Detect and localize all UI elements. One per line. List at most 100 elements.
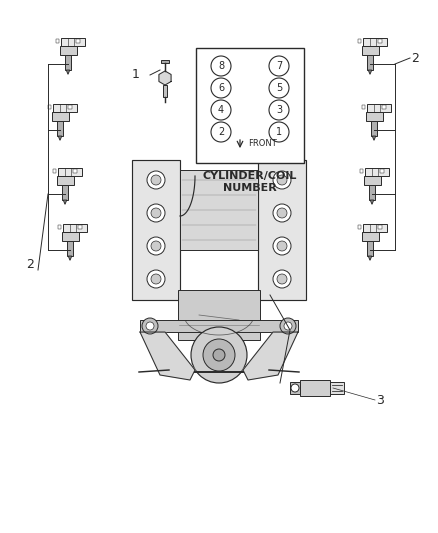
Bar [63,224,87,232]
Circle shape [273,204,291,222]
Text: 3: 3 [376,393,384,407]
Circle shape [191,327,247,383]
Text: 4: 4 [218,105,224,115]
Bar [60,46,77,55]
Bar [48,104,51,109]
Circle shape [269,122,289,142]
Circle shape [273,171,291,189]
Circle shape [203,339,235,371]
Bar [382,104,386,109]
Circle shape [277,175,287,185]
Text: CYLINDER/COIL: CYLINDER/COIL [203,171,297,181]
Bar [57,121,63,136]
Bar [365,168,389,176]
Text: 7: 7 [276,61,282,71]
Bar [53,168,56,173]
Text: 1: 1 [132,69,140,82]
Circle shape [146,322,154,330]
Bar [258,160,306,300]
Text: 2: 2 [26,259,34,271]
Bar [378,38,381,43]
Bar [363,38,387,46]
Text: 3: 3 [276,105,282,115]
Circle shape [277,208,287,218]
Text: 6: 6 [218,83,224,93]
Bar [362,104,365,109]
Bar [57,224,61,229]
Bar [290,382,300,394]
Text: 1: 1 [276,127,282,137]
Text: 2: 2 [411,52,419,64]
Bar [53,104,77,112]
Polygon shape [368,256,372,260]
Bar [330,382,344,394]
Bar [58,168,81,176]
Polygon shape [159,71,171,85]
Bar [364,176,381,185]
Bar [178,290,260,340]
Polygon shape [140,332,195,380]
Bar [380,168,384,173]
Bar [56,38,59,43]
Bar [361,46,378,55]
Circle shape [147,171,165,189]
Circle shape [277,274,287,284]
Bar [61,38,85,46]
Bar [140,320,298,332]
Bar [65,55,71,70]
Bar [63,185,67,200]
Circle shape [151,175,161,185]
Circle shape [211,78,231,98]
Bar [363,224,387,232]
Circle shape [213,349,225,361]
Bar [68,104,72,109]
Circle shape [147,270,165,288]
Bar [367,55,373,70]
Circle shape [273,237,291,255]
Bar [67,241,73,256]
Circle shape [147,237,165,255]
Circle shape [269,100,289,120]
Bar [57,176,74,185]
Circle shape [269,78,289,98]
Circle shape [284,322,292,330]
Text: NUMBER: NUMBER [223,183,277,193]
Bar [357,38,361,43]
Text: 8: 8 [218,61,224,71]
Bar [365,112,382,121]
Polygon shape [68,256,72,260]
Circle shape [211,122,231,142]
Bar [378,224,381,229]
Polygon shape [243,332,298,380]
Bar [163,85,167,97]
Circle shape [142,318,158,334]
Polygon shape [370,200,374,204]
Bar [73,168,77,173]
Bar [78,224,82,229]
Bar [132,160,180,300]
Text: FRONT: FRONT [248,140,277,149]
Circle shape [151,208,161,218]
Circle shape [291,384,299,392]
Circle shape [280,318,296,334]
Bar [371,121,377,136]
Circle shape [151,241,161,251]
Circle shape [151,274,161,284]
Bar [76,38,80,43]
Text: 2: 2 [218,127,224,137]
Circle shape [273,270,291,288]
Bar [52,112,68,121]
Polygon shape [368,70,372,74]
Circle shape [211,56,231,76]
Polygon shape [64,200,67,204]
Bar [361,232,378,241]
Bar [369,185,374,200]
Bar [367,104,391,112]
Bar [357,224,361,229]
Circle shape [269,56,289,76]
Bar [367,241,373,256]
Circle shape [211,100,231,120]
Circle shape [277,241,287,251]
Polygon shape [372,136,376,140]
Bar [161,60,169,63]
